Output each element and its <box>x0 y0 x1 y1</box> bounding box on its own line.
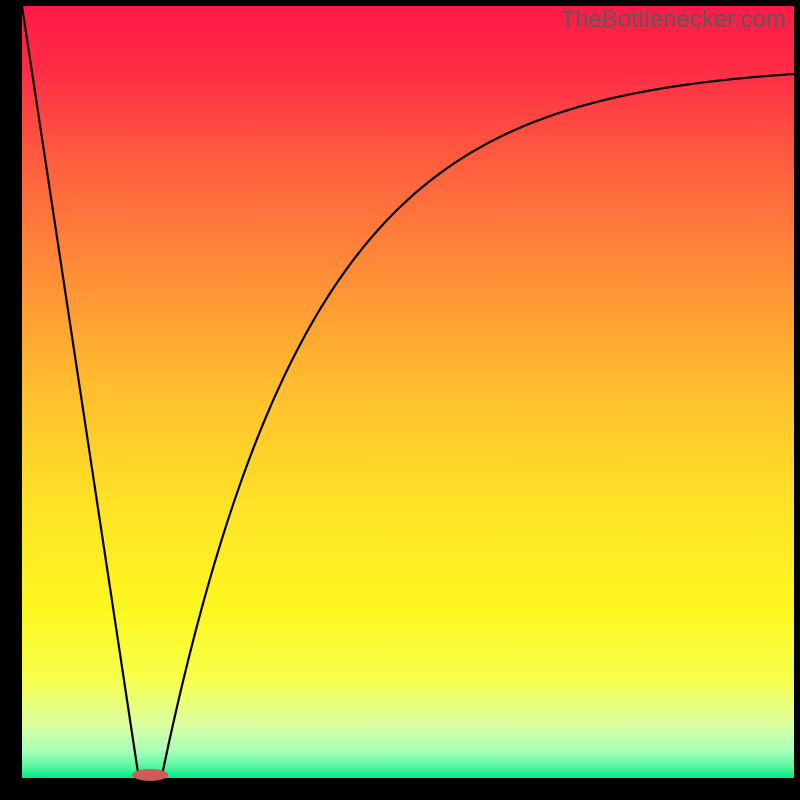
plot-background <box>22 6 794 778</box>
frame-bottom <box>0 778 800 800</box>
minimum-pill-marker <box>132 769 168 781</box>
frame-left <box>0 0 22 800</box>
frame-right <box>794 0 800 800</box>
plot-svg <box>0 0 800 800</box>
watermark-text: TheBottlenecker.com <box>561 6 786 34</box>
chart-container: { "meta": { "watermark": "TheBottlenecke… <box>0 0 800 800</box>
